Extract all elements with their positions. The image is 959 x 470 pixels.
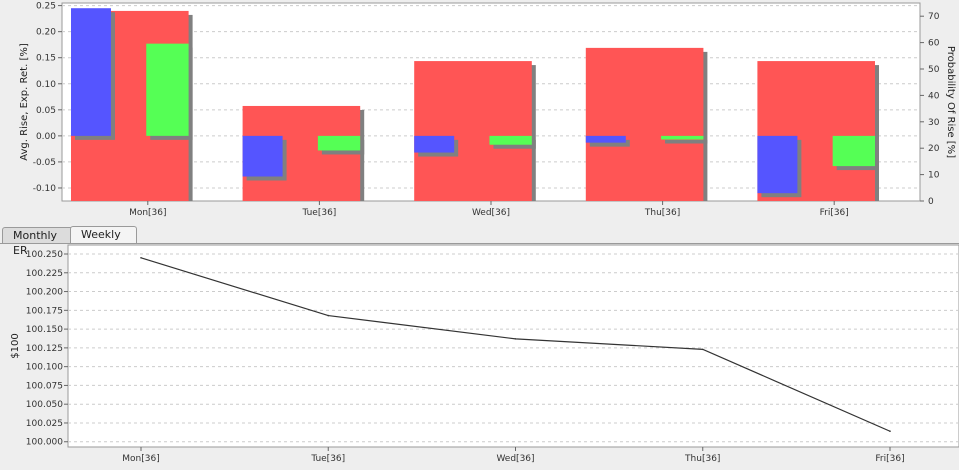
- x-tick-label: Thu[36]: [644, 208, 680, 218]
- avg-rise-bar: [414, 135, 455, 153]
- y2-tick-label: 40: [928, 91, 940, 101]
- y2-tick-label: 60: [928, 39, 940, 49]
- y-axis-label: Avg. Rise, Exp. Ret. [%]: [19, 43, 30, 161]
- y-tick-label: 0.15: [36, 54, 56, 64]
- chart-tab-strip: Monthly ER Weekly ER: [0, 225, 959, 257]
- x-tick-label: Wed[36]: [496, 454, 534, 464]
- y-tick-label: 100.100: [26, 363, 63, 373]
- exp-ret-bar: [661, 135, 704, 140]
- avg-rise-bar-shadow: [589, 139, 630, 147]
- x-tick-label: Tue[36]: [310, 454, 345, 464]
- y2-tick-label: 0: [928, 197, 934, 207]
- line-point: [701, 348, 704, 351]
- y-tick-label: 100.050: [26, 400, 63, 410]
- x-tick-label: Tue[36]: [301, 208, 336, 218]
- tab-weekly-er[interactable]: Weekly ER: [70, 226, 137, 256]
- bottom-line-chart: 100.250 100.225 100.200 100.175 100.150 100.1…: [10, 244, 959, 464]
- y2-tick-label: 30: [928, 118, 940, 128]
- x-tick-label: Mon[36]: [129, 208, 166, 218]
- y-tick-label: 0.25: [36, 2, 56, 12]
- y-tick-label: 100.200: [26, 288, 63, 298]
- line-point: [514, 338, 517, 340]
- y-tick-label: 100.250: [26, 250, 63, 260]
- y-tick-label: -0.10: [33, 184, 57, 194]
- top-bar-chart: 0.25 0.20 0.15 0.10 0.05 0.00 -0.05 -0.10 70 60 50…: [19, 2, 956, 218]
- avg-rise-bar: [71, 8, 111, 136]
- y-tick-label: 100.075: [26, 381, 63, 391]
- y-tick-label: 100.150: [26, 325, 63, 335]
- exp-ret-bar: [317, 135, 361, 151]
- y-tick-label: 100.000: [26, 438, 63, 448]
- avg-rise-bar: [242, 135, 283, 177]
- y-tick-label: 0.10: [36, 80, 56, 90]
- exp-ret-bar: [146, 43, 189, 136]
- y-tick-label: 0.05: [36, 106, 56, 116]
- y2-tick-label: 20: [928, 144, 940, 154]
- y2-tick-label: 70: [928, 12, 940, 22]
- y-tick-label: -0.05: [33, 158, 56, 168]
- avg-rise-bar: [757, 135, 798, 194]
- x-tick-label: Mon[36]: [122, 454, 159, 464]
- y-tick-label: 100.025: [26, 419, 63, 429]
- y-axis-label: $100: [10, 333, 21, 358]
- avg-rise-bar: [585, 135, 626, 143]
- y-tick-label: 100.225: [26, 269, 63, 279]
- exp-ret-bar-shadow: [665, 139, 708, 144]
- y2-tick-label: 10: [928, 171, 940, 181]
- probability-bar: [585, 47, 704, 201]
- exp-ret-bar: [489, 135, 532, 145]
- x-tick-label: Fri[36]: [875, 454, 904, 464]
- y-tick-label: 100.175: [26, 306, 63, 316]
- x-tick-label: Thu[36]: [684, 454, 720, 464]
- exp-ret-bar: [832, 135, 875, 167]
- line-point: [889, 430, 891, 433]
- x-tick-label: Fri[36]: [820, 208, 849, 218]
- y-tick-label: 0.00: [36, 132, 56, 142]
- y-tick-label: 0.20: [36, 28, 56, 38]
- x-tick-label: Wed[36]: [472, 208, 510, 218]
- plot-area: [67, 244, 959, 448]
- y2-tick-label: 50: [928, 65, 940, 75]
- line-point: [140, 256, 142, 259]
- y-tick-label: 100.125: [26, 344, 63, 354]
- y2-axis-label: Probability Of Rise [%]: [945, 46, 956, 158]
- probability-bar: [414, 61, 532, 201]
- tab-monthly-er[interactable]: Monthly ER: [2, 227, 78, 257]
- line-point: [327, 314, 330, 317]
